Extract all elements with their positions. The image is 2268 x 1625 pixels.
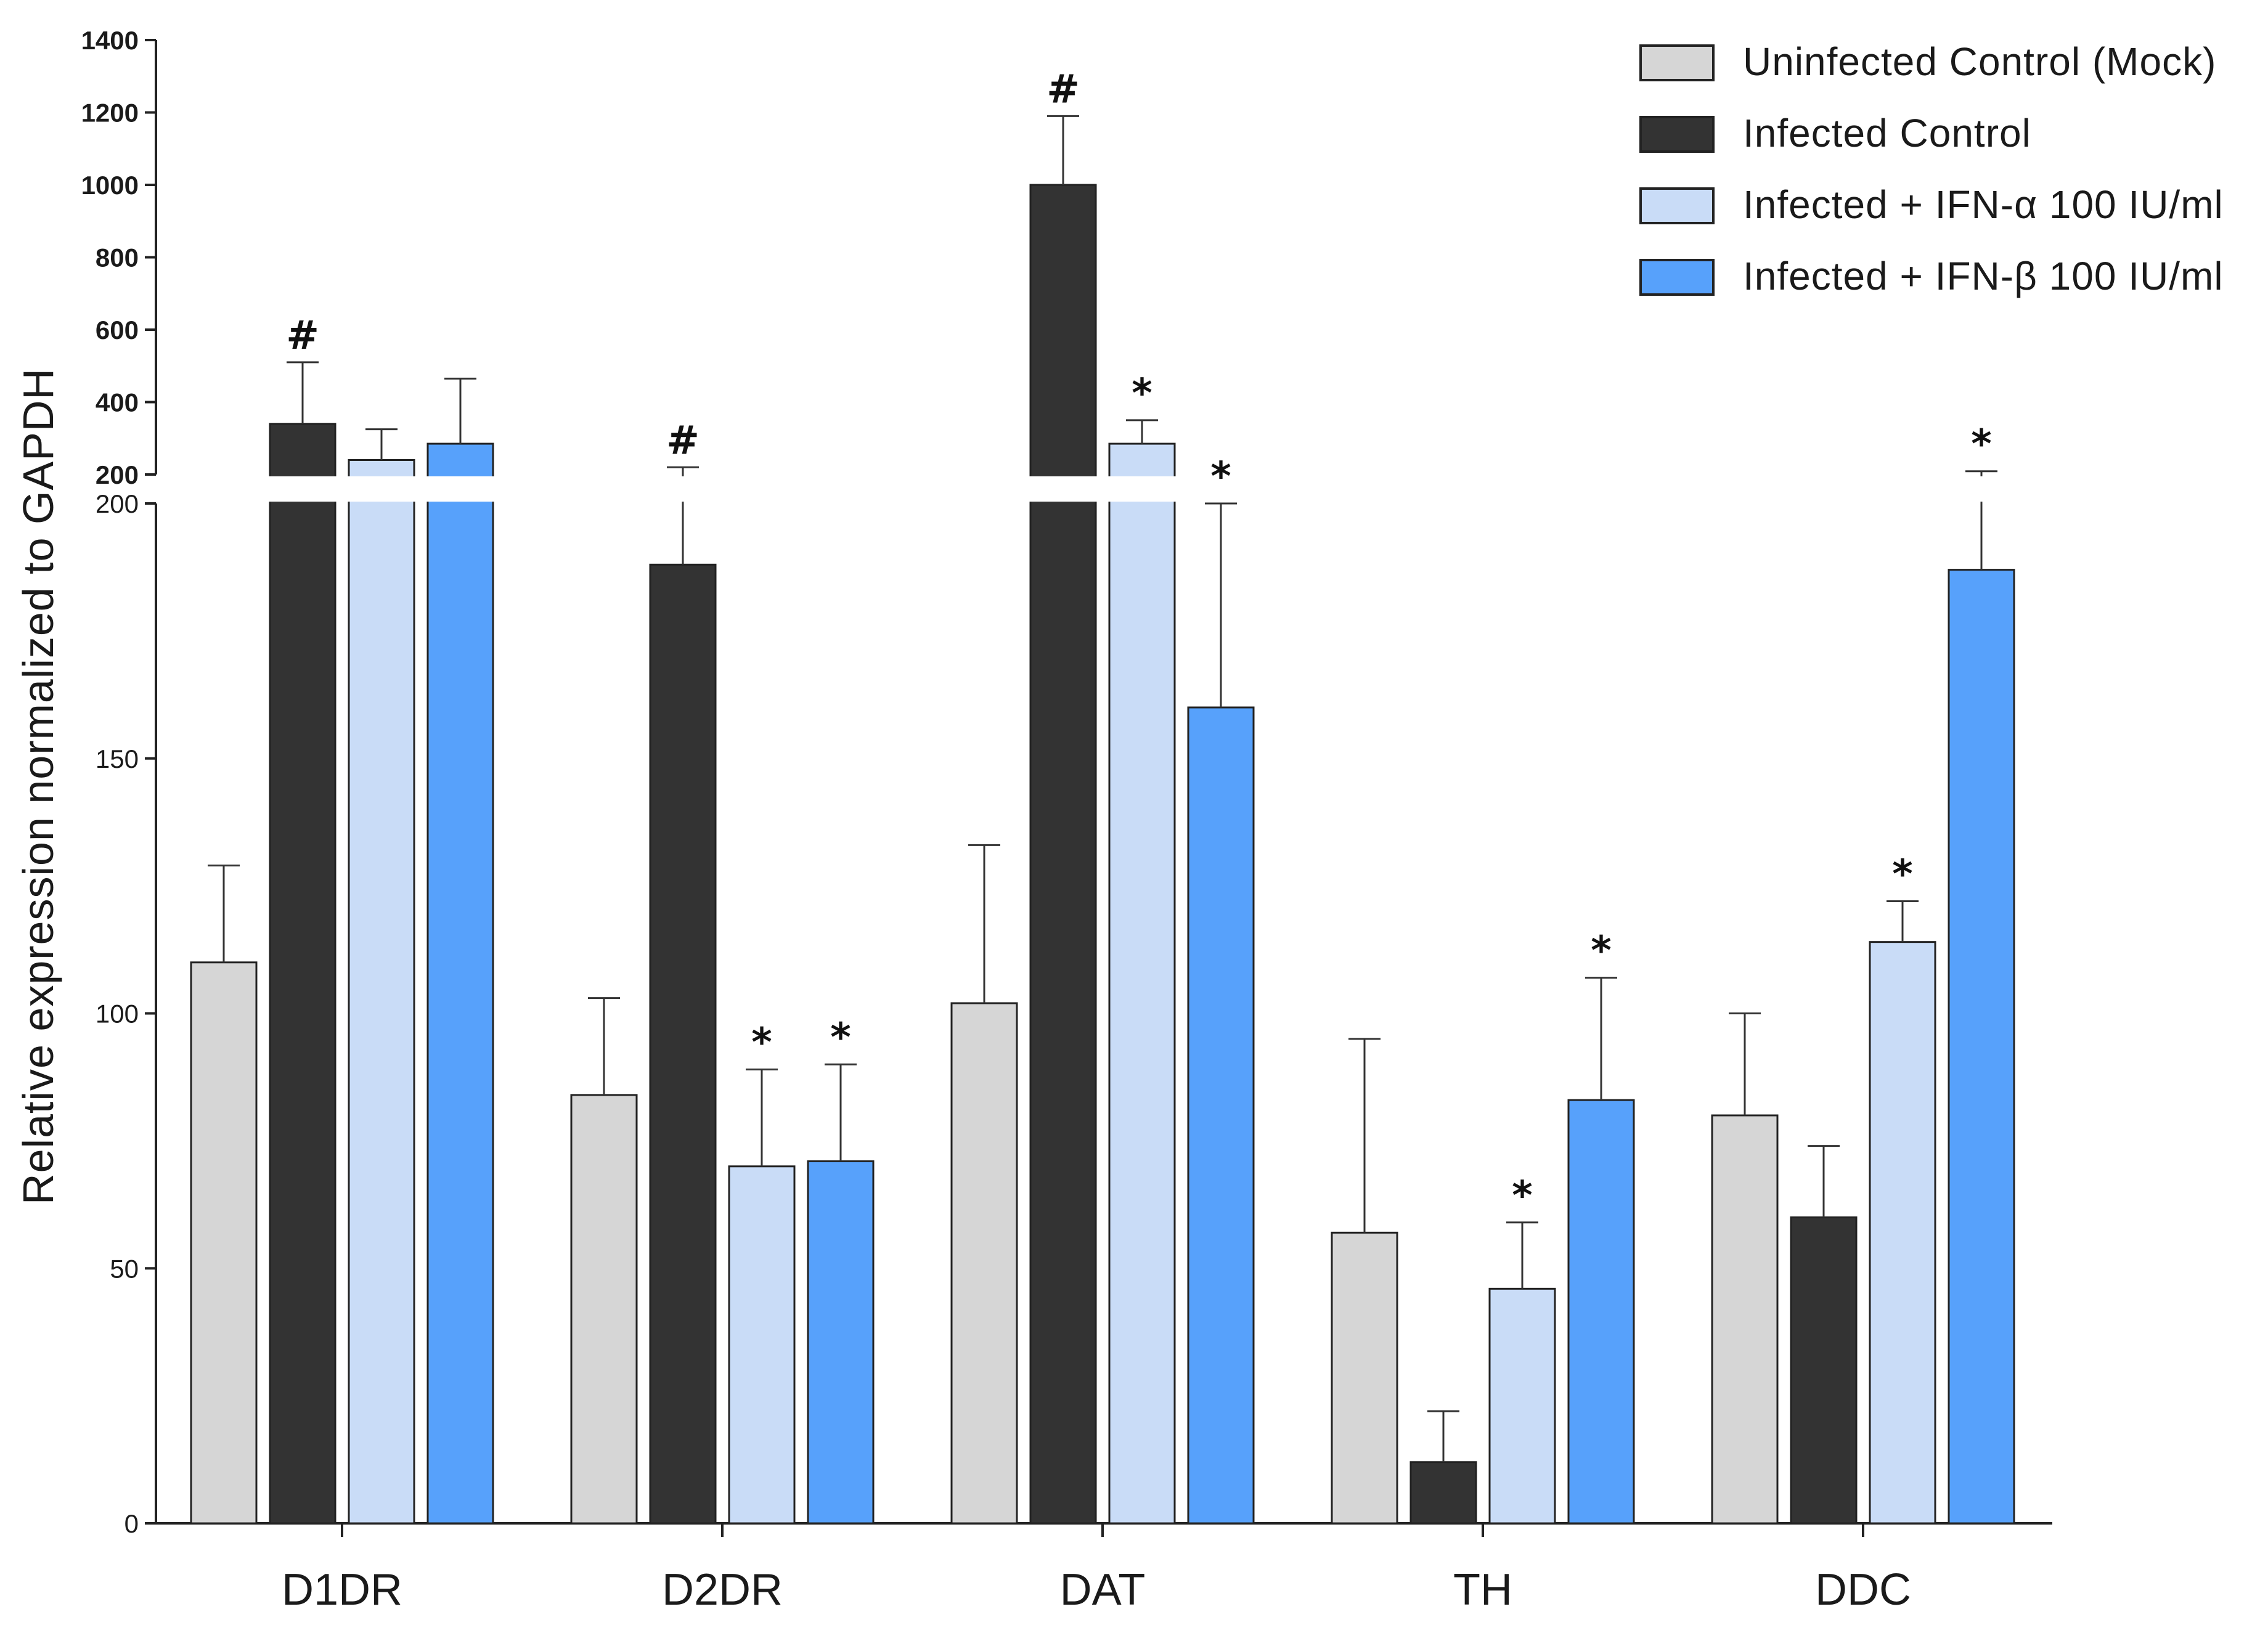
y-tick-label-upper: 1400 bbox=[81, 26, 139, 55]
bar bbox=[348, 459, 415, 1525]
bar bbox=[1790, 1216, 1858, 1525]
bar bbox=[269, 423, 337, 1525]
bar bbox=[1331, 1231, 1398, 1525]
chart-error-bars bbox=[208, 115, 1997, 1462]
y-tick-label-upper: 1200 bbox=[81, 99, 139, 128]
legend-swatch-mock bbox=[1639, 44, 1715, 81]
x-tick-label: TH bbox=[1453, 1565, 1512, 1615]
x-tick-label: DDC bbox=[1815, 1565, 1911, 1615]
legend-label-mock: Uninfected Control (Mock) bbox=[1743, 39, 2217, 84]
significance-marker: * bbox=[1892, 852, 1912, 897]
x-tick-label: D2DR bbox=[662, 1565, 783, 1615]
significance-marker: # bbox=[286, 313, 319, 359]
significance-marker: * bbox=[1971, 422, 1991, 468]
significance-marker: * bbox=[1210, 454, 1231, 500]
y-tick-label-lower: 100 bbox=[96, 1000, 139, 1028]
bar bbox=[1869, 941, 1936, 1525]
x-tick-label: DAT bbox=[1060, 1565, 1146, 1615]
significance-marker: # bbox=[1046, 67, 1080, 112]
bar bbox=[649, 563, 717, 1525]
bar bbox=[950, 1002, 1018, 1525]
y-tick-label-lower: 50 bbox=[110, 1254, 139, 1283]
bar bbox=[1108, 442, 1176, 1525]
significance-marker: # bbox=[666, 418, 700, 463]
y-tick-label-lower: 150 bbox=[96, 744, 139, 773]
bar bbox=[1948, 569, 2015, 1525]
y-tick-label-lower: 0 bbox=[124, 1509, 139, 1538]
x-tick-label: D1DR bbox=[282, 1565, 402, 1615]
bar bbox=[807, 1160, 875, 1525]
bar bbox=[1711, 1114, 1779, 1525]
legend-swatch-ifn-beta bbox=[1639, 259, 1715, 296]
axis-break bbox=[137, 476, 2058, 502]
significance-marker: * bbox=[1591, 929, 1611, 974]
y-tick-label-upper: 1000 bbox=[81, 171, 139, 200]
chart-bars bbox=[190, 184, 2015, 1525]
y-tick-label-upper: 600 bbox=[96, 316, 139, 344]
legend-label-ifn-alpha: Infected + IFN-α 100 IU/ml bbox=[1743, 182, 2224, 227]
y-axis-label: Relative expression normalized to GAPDH bbox=[14, 368, 62, 1205]
y-tick-label-upper: 400 bbox=[96, 388, 139, 417]
bar bbox=[1029, 184, 1097, 1525]
y-tick-label-lower: 200 bbox=[96, 489, 139, 518]
significance-marker: * bbox=[1512, 1173, 1532, 1219]
legend-label-ifn-beta: Infected + IFN-β 100 IU/ml bbox=[1743, 254, 2224, 298]
y-tick-label-upper: 800 bbox=[96, 243, 139, 272]
bar bbox=[1488, 1287, 1556, 1525]
legend-swatch-ifn-alpha bbox=[1639, 187, 1715, 224]
bar bbox=[1567, 1099, 1635, 1525]
legend-label-infected-control: Infected Control bbox=[1743, 111, 2031, 155]
significance-marker: * bbox=[1132, 371, 1152, 417]
significance-marker: * bbox=[751, 1020, 772, 1066]
bar bbox=[570, 1094, 638, 1525]
bar bbox=[426, 442, 494, 1525]
y-tick-label-upper: 200 bbox=[96, 460, 139, 489]
significance-marker: * bbox=[830, 1015, 851, 1061]
bar bbox=[1187, 706, 1255, 1525]
axis-break-band bbox=[137, 476, 2058, 502]
chart-significance-markers: # # * * # * * * * * * bbox=[286, 67, 1992, 1218]
bar bbox=[728, 1165, 796, 1525]
bar bbox=[1409, 1461, 1477, 1525]
legend-swatch-infected-control bbox=[1639, 116, 1715, 153]
bar bbox=[190, 961, 258, 1525]
